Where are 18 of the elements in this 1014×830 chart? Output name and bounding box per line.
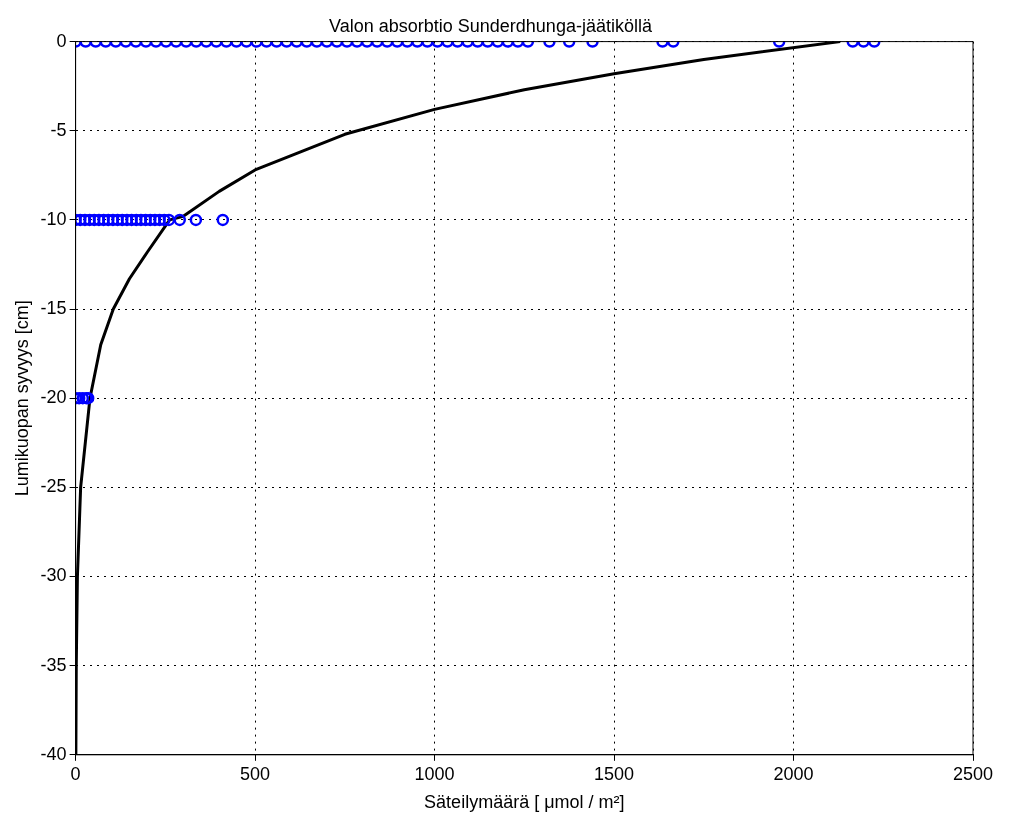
y-tick-label: -35 <box>40 654 67 675</box>
x-tick-label: 0 <box>70 763 81 784</box>
y-tick-label: -20 <box>40 387 67 408</box>
chart-title: Valon absorbtio Sunderdhunga-jäätiköllä <box>329 15 653 36</box>
x-tick-label: 2500 <box>952 763 994 784</box>
y-axis-title: Lumikuopan syvyys [cm] <box>11 300 32 497</box>
y-tick-label: -40 <box>40 743 67 764</box>
y-tick-label: -15 <box>40 298 67 319</box>
x-axis-title: Säteilymäärä [ μmol / m²] <box>424 792 625 813</box>
x-tick-label: 1000 <box>414 763 455 784</box>
y-tick-label: -5 <box>50 119 67 140</box>
x-tick-label: 1500 <box>594 763 635 784</box>
x-tick-label: 500 <box>240 763 271 784</box>
x-tick-label: 2000 <box>773 763 814 784</box>
y-tick-label: 0 <box>56 30 67 51</box>
y-tick-label: -30 <box>40 565 67 586</box>
y-tick-label: -10 <box>40 208 67 229</box>
y-tick-label: -25 <box>40 476 67 497</box>
